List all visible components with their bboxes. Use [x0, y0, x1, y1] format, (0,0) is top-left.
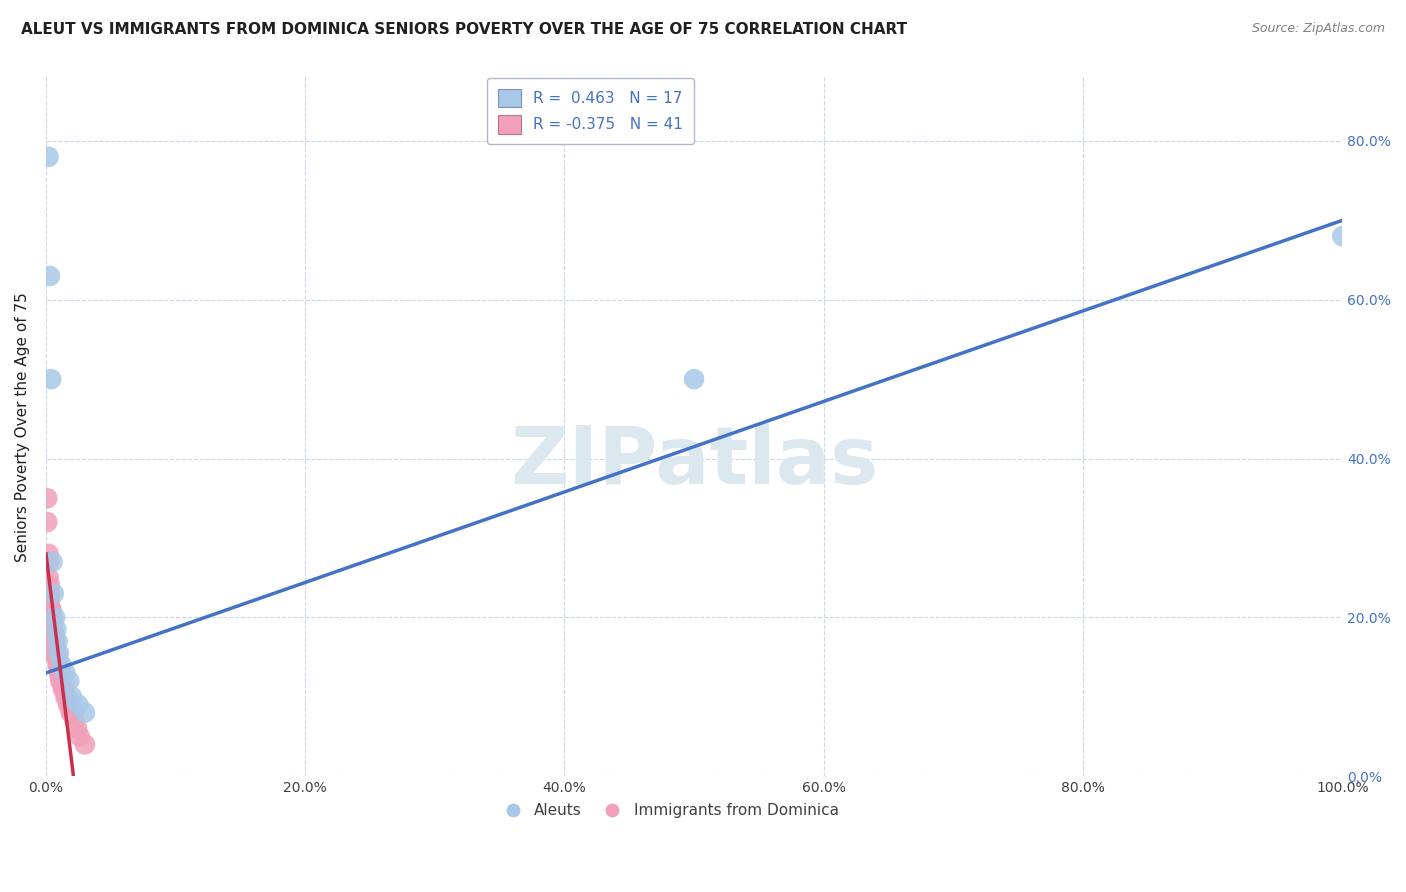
Point	[42, 626, 65, 640]
Point	[56, 698, 79, 712]
Point	[39, 602, 62, 616]
Legend: Aleuts, Immigrants from Dominica: Aleuts, Immigrants from Dominica	[492, 797, 845, 824]
Point	[41, 555, 63, 569]
Point	[51, 673, 73, 688]
Point	[52, 681, 75, 696]
Point	[39, 610, 62, 624]
Point	[51, 658, 73, 673]
Point	[66, 722, 89, 736]
Point	[69, 730, 91, 744]
Point	[38, 594, 60, 608]
Point	[46, 634, 69, 648]
Point	[37, 491, 59, 506]
Point	[73, 706, 96, 720]
Point	[58, 673, 80, 688]
Point	[42, 586, 65, 600]
Point	[38, 571, 60, 585]
Point	[39, 372, 62, 386]
Point	[59, 706, 82, 720]
Point	[67, 698, 90, 712]
Point	[683, 372, 706, 386]
Point	[60, 706, 83, 720]
Point	[60, 690, 83, 704]
Point	[38, 579, 60, 593]
Point	[42, 634, 65, 648]
Point	[42, 626, 65, 640]
Point	[38, 586, 60, 600]
Point	[44, 634, 66, 648]
Point	[44, 610, 66, 624]
Point	[39, 602, 62, 616]
Point	[48, 646, 70, 660]
Point	[63, 714, 86, 728]
Point	[44, 642, 66, 657]
Point	[38, 555, 60, 569]
Point	[41, 618, 63, 632]
Point	[41, 610, 63, 624]
Point	[48, 658, 70, 673]
Point	[45, 650, 67, 665]
Point	[55, 690, 77, 704]
Point	[48, 665, 70, 680]
Point	[73, 738, 96, 752]
Point	[58, 698, 80, 712]
Text: ZIPatlas: ZIPatlas	[510, 423, 879, 500]
Point	[45, 622, 67, 636]
Point	[49, 665, 72, 680]
Point	[46, 650, 69, 665]
Point	[55, 665, 77, 680]
Point	[1331, 229, 1354, 244]
Point	[41, 618, 63, 632]
Point	[45, 650, 67, 665]
Text: ALEUT VS IMMIGRANTS FROM DOMINICA SENIORS POVERTY OVER THE AGE OF 75 CORRELATION: ALEUT VS IMMIGRANTS FROM DOMINICA SENIOR…	[21, 22, 907, 37]
Point	[38, 150, 60, 164]
Point	[46, 658, 69, 673]
Point	[49, 673, 72, 688]
Point	[44, 642, 66, 657]
Point	[53, 681, 76, 696]
Point	[37, 515, 59, 529]
Point	[55, 690, 77, 704]
Point	[38, 547, 60, 561]
Y-axis label: Seniors Poverty Over the Age of 75: Seniors Poverty Over the Age of 75	[15, 292, 30, 562]
Point	[38, 268, 60, 283]
Text: Source: ZipAtlas.com: Source: ZipAtlas.com	[1251, 22, 1385, 36]
